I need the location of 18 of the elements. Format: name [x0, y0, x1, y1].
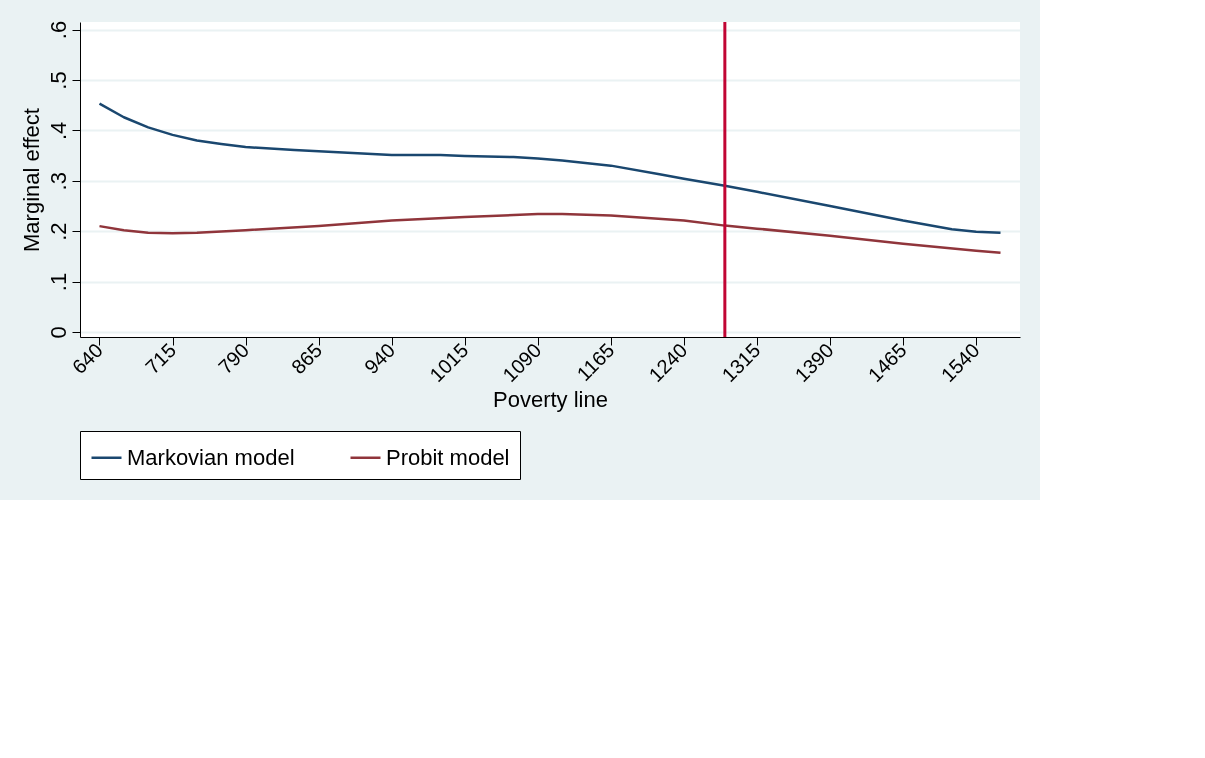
x-tick-label: 640 — [67, 339, 108, 379]
x-tick-label: 790 — [214, 339, 254, 379]
y-tick-label: .3 — [45, 172, 71, 191]
y-tick-label: 0 — [45, 326, 71, 339]
legend-label: Markovian model — [127, 444, 295, 470]
y-tick-label: .5 — [45, 71, 71, 90]
legend-label: Probit model — [386, 444, 510, 470]
y-tick-label: .2 — [45, 222, 71, 241]
line-series — [98, 102, 1002, 234]
line-series — [98, 212, 1002, 255]
y-tick-label: .6 — [45, 20, 71, 40]
y-axis-title: Marginal effect — [18, 108, 44, 252]
x-tick-label: 865 — [287, 339, 327, 379]
x-tick-label: 940 — [360, 339, 400, 379]
y-tick-label: .4 — [45, 121, 71, 141]
y-tick-label: .1 — [45, 272, 71, 292]
x-axis-title: Poverty line — [493, 387, 608, 413]
x-tick-label: 715 — [140, 339, 181, 379]
